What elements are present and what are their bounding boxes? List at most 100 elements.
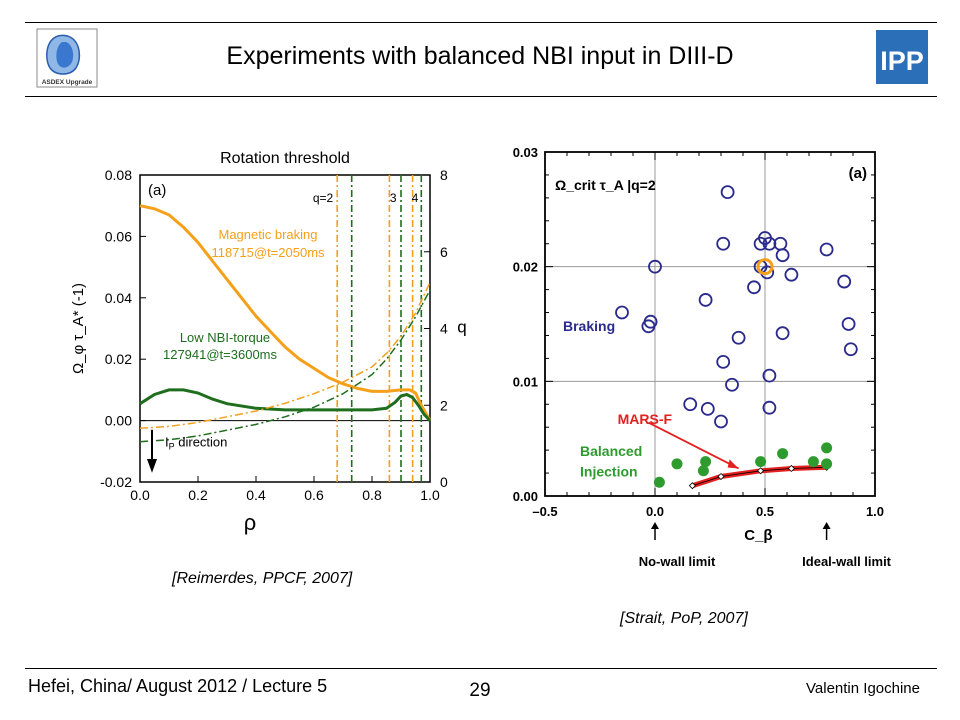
braking-point xyxy=(837,274,852,289)
series-line-orange xyxy=(139,204,432,422)
braking-point xyxy=(762,236,777,251)
series-line-green xyxy=(139,388,432,422)
y-right-tick-label: 0 xyxy=(440,474,448,490)
braking-point xyxy=(775,326,790,341)
no-wall-limit-label: No-wall limit xyxy=(639,554,716,569)
injection-label: Injection xyxy=(580,464,638,480)
ip-direction-label: IP direction xyxy=(165,435,227,452)
citation-left: [Reimerdes, PPCF, 2007] xyxy=(172,570,353,587)
ipp-logo-text: IPP xyxy=(880,46,924,76)
no-wall-arrow-head xyxy=(651,522,659,529)
footer-lecture-info: Hefei, China/ August 2012 / Lecture 5 xyxy=(28,676,328,696)
y-tick-label: 0.08 xyxy=(105,167,132,183)
mars-f-point xyxy=(757,467,765,475)
x-tick-label: 1.0 xyxy=(420,487,440,503)
braking-point xyxy=(714,414,728,429)
chart-title: Rotation threshold xyxy=(220,150,350,167)
balanced-injection-point xyxy=(777,448,789,460)
y-tick-label: 0.03 xyxy=(513,145,538,160)
q-surface-label: 3 xyxy=(390,191,397,205)
q-surface-label: q=2 xyxy=(313,191,334,205)
x-axis-label: C_β xyxy=(744,527,772,544)
y-tick-label: 0.01 xyxy=(513,374,538,389)
panel-label: (a) xyxy=(148,182,166,199)
braking-point xyxy=(725,377,739,392)
braking-point xyxy=(615,305,629,320)
series-label-magnetic-braking: Magnetic braking xyxy=(219,227,318,242)
critical-rotation-scatter-chart: 0.00 0.01 0.02 0.03 –0.5 0.0 0.5 1.0 Ω_crit τ_A … xyxy=(513,145,892,569)
braking-point xyxy=(716,236,731,251)
y-right-tick-label: 8 xyxy=(440,167,448,183)
mars-f-arrow-head xyxy=(727,459,739,469)
y-right-tick-label: 4 xyxy=(440,321,448,337)
y-axis-label: Ω_φ τ_A* (-1) xyxy=(70,283,87,374)
braking-point xyxy=(784,267,799,282)
x-tick-label: 0.0 xyxy=(646,504,664,519)
footer-rule xyxy=(25,668,937,669)
braking-label: Braking xyxy=(563,318,615,334)
slide-title: Experiments with balanced NBI input in D… xyxy=(226,42,734,70)
braking-point xyxy=(643,314,658,329)
braking-point xyxy=(843,342,858,357)
highlighted-braking-point xyxy=(756,258,774,276)
balanced-injection-point xyxy=(700,456,712,468)
mars-f-point xyxy=(688,482,696,490)
mars-f-label: MARS-F xyxy=(618,411,673,427)
x-tick-label: 0.2 xyxy=(188,487,208,503)
mars-f-arrow xyxy=(647,421,740,470)
braking-point xyxy=(700,401,715,416)
series-label-low-nbi: Low NBI-torque xyxy=(180,330,270,345)
y-right-tick-label: 2 xyxy=(440,397,448,413)
braking-point xyxy=(819,242,834,257)
braking-point xyxy=(841,317,856,331)
braking-point xyxy=(648,259,662,274)
balanced-injection-point xyxy=(821,458,833,470)
citation-right: [Strait, PoP, 2007] xyxy=(620,610,748,627)
balanced-injection-point xyxy=(697,465,709,477)
braking-point xyxy=(747,280,761,295)
balanced-injection-point xyxy=(821,442,833,454)
braking-point xyxy=(683,397,698,412)
mars-f-point xyxy=(787,464,795,473)
braking-point xyxy=(731,330,746,345)
braking-point xyxy=(775,248,790,263)
balanced-injection-point xyxy=(807,456,819,468)
q-surface-label: 4 xyxy=(412,191,419,205)
ideal-wall-arrow-head xyxy=(822,522,831,529)
q-profile-line-green xyxy=(139,289,431,443)
footer-author: Valentin Igochine xyxy=(806,680,920,697)
y-tick-label: 0.00 xyxy=(105,413,132,429)
asdex-upgrade-logo: ASDEX Upgrade xyxy=(36,28,98,88)
balanced-label: Balanced xyxy=(580,443,642,459)
y-axis-label: Ω_crit τ_A |q=2 xyxy=(555,177,656,193)
x-tick-label: 0.0 xyxy=(130,487,150,503)
x-tick-label: 0.6 xyxy=(304,487,324,503)
balanced-injection-point xyxy=(755,456,767,468)
y-tick-label: 0.00 xyxy=(513,489,538,504)
title-rule xyxy=(25,96,937,97)
x-tick-label: 0.4 xyxy=(246,487,266,503)
ipp-logo: IPP xyxy=(876,30,928,84)
braking-point xyxy=(720,185,735,200)
panel-label: (a) xyxy=(849,165,867,182)
y-tick-label: 0.06 xyxy=(105,228,132,244)
y-tick-label: 0.02 xyxy=(513,260,538,275)
braking-point xyxy=(762,400,777,415)
x-tick-label: 1.0 xyxy=(866,504,884,519)
y-right-axis-label: q xyxy=(457,318,466,337)
ideal-wall-limit-label: Ideal-wall limit xyxy=(802,554,892,569)
y-right-tick-label: 6 xyxy=(440,244,448,260)
page-number: 29 xyxy=(469,680,491,701)
ip-arrow-head xyxy=(147,458,157,473)
y-tick-label: -0.02 xyxy=(100,474,132,490)
x-tick-label: 0.5 xyxy=(756,504,774,519)
plot-frame xyxy=(544,151,876,497)
series-shot-magnetic-braking: 118715@t=2050ms xyxy=(211,245,325,260)
top-rule xyxy=(25,22,937,23)
braking-point xyxy=(716,354,731,369)
x-tick-label: –0.5 xyxy=(532,504,557,519)
balanced-injection-point xyxy=(671,458,683,470)
balanced-injection-point xyxy=(653,476,665,488)
x-tick-label: 0.8 xyxy=(362,487,382,503)
